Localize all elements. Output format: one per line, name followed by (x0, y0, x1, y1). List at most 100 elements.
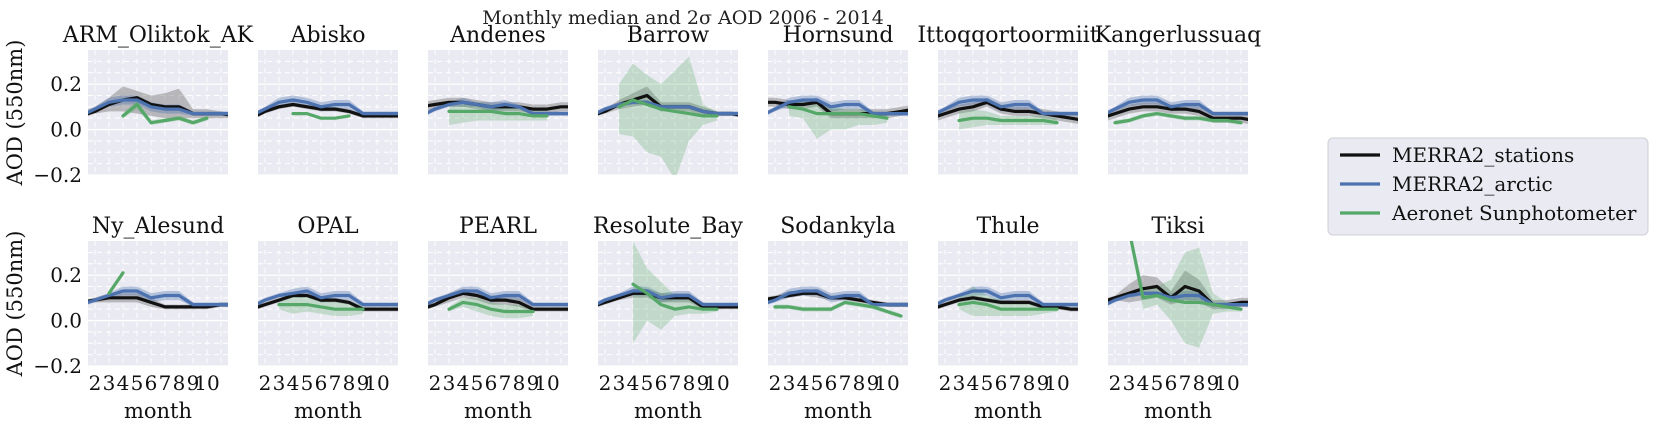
y-tick-label: 0.2 (50, 263, 82, 287)
series-line-aeronet-sunphotometer (121, 102, 209, 125)
panel-hornsund: Hornsund (768, 23, 908, 176)
y-tick-label: −0.2 (33, 354, 82, 378)
x-tick-label: 7 (1009, 371, 1022, 395)
series-line-aeronet-sunphotometer (1113, 111, 1243, 125)
series-line-merra2-arctic (598, 289, 738, 307)
series-line-aeronet-sunphotometer (447, 109, 549, 118)
panel-data (938, 95, 1078, 130)
panel-title: OPAL (297, 214, 359, 239)
band-aeronet-sunphotometer (775, 300, 901, 319)
series-line-merra2-arctic (938, 289, 1078, 307)
panel-andenes: Andenes (428, 23, 568, 176)
series-line-aeronet-sunphotometer (957, 116, 1059, 125)
series-line-aeronet-sunphotometer (447, 300, 535, 314)
x-tick-label: 9 (357, 371, 370, 395)
y-tick-label: 0.2 (50, 72, 82, 96)
x-tick-label: 9 (1207, 371, 1220, 395)
x-tick-label: 7 (1179, 371, 1192, 395)
x-tick-label: 8 (683, 371, 696, 395)
y-axis-label: AOD (550nm) (3, 40, 27, 187)
series-line-merra2-stations (428, 291, 568, 311)
series-line-merra2-arctic (88, 98, 228, 116)
x-tick-label: 2 (259, 371, 272, 395)
series-line-aeronet-sunphotometer (1129, 241, 1243, 311)
y-tick-label: 0.0 (50, 118, 82, 142)
panel-title: Kangerlussuaq (1095, 23, 1262, 48)
x-tick-label: 6 (655, 371, 668, 395)
x-tick-label: 10 (874, 371, 899, 395)
panel-data (1108, 95, 1248, 125)
panel-data (428, 286, 568, 319)
panel-title: ARM_Oliktok_AK (62, 23, 254, 48)
x-tick-label: 6 (315, 371, 328, 395)
x-tick-label: 10 (1214, 371, 1239, 395)
x-tick-label: 6 (1165, 371, 1178, 395)
x-tick-label: 2 (1109, 371, 1122, 395)
x-tick-label: 5 (1151, 371, 1164, 395)
x-tick-label: 10 (534, 371, 559, 395)
x-tick-label: 4 (1137, 371, 1150, 395)
panel-title: Andenes (449, 23, 546, 48)
panel-title: Ittoqqortoormiit (917, 23, 1098, 48)
series-line-merra2-arctic (598, 100, 738, 116)
x-tick-label: 3 (613, 371, 626, 395)
x-tick-label: 10 (704, 371, 729, 395)
series-line-aeronet-sunphotometer (787, 105, 889, 120)
x-axis-label: month (1144, 399, 1212, 423)
y-tick-label: −0.2 (33, 163, 82, 187)
x-axis-label: month (294, 399, 362, 423)
x-tick-label: 3 (103, 371, 116, 395)
x-tick-label: 5 (641, 371, 654, 395)
x-tick-label: 5 (981, 371, 994, 395)
series-line-aeronet-sunphotometer (107, 271, 125, 295)
legend: MERRA2_stations MERRA2_arctic Aeronet Sunp… (1327, 137, 1649, 236)
panel-data (1108, 241, 1248, 348)
x-tick-label: 10 (194, 371, 219, 395)
series-line-merra2-stations (1108, 105, 1248, 121)
series-line-aeronet-sunphotometer (277, 303, 365, 311)
panel-kangerlussuaq: Kangerlussuaq (1095, 23, 1262, 176)
series-line-merra2-arctic (88, 289, 228, 307)
x-tick-label: 7 (159, 371, 172, 395)
x-tick-label: 8 (343, 371, 356, 395)
x-tick-label: 5 (301, 371, 314, 395)
x-tick-label: 8 (1193, 371, 1206, 395)
panel-ny-alesund: Ny_Alesund −0.2 0.0 0.2 AOD (550nm) 2 3 4 5 6 7 8 91… (3, 214, 228, 423)
band-aeronet-sunphotometer (123, 100, 207, 125)
x-tick-label: 3 (953, 371, 966, 395)
panel-data (428, 97, 568, 125)
series-line-merra2-arctic (1108, 98, 1248, 116)
series-line-merra2-arctic (768, 289, 908, 307)
series-line-merra2-stations (258, 293, 398, 311)
x-tick-label: 4 (797, 371, 810, 395)
panel-data (88, 270, 228, 310)
x-axis-label: month (974, 399, 1042, 423)
panel-data (938, 286, 1078, 316)
x-tick-label: 4 (967, 371, 980, 395)
x-tick-label: 5 (471, 371, 484, 395)
series-line-merra2-stations (938, 100, 1078, 121)
x-tick-label: 6 (825, 371, 838, 395)
panel-data (768, 286, 908, 319)
legend-frame (1327, 137, 1649, 236)
panel-title: PEARL (459, 214, 537, 239)
panel-ittoqqortoormiit: Ittoqqortoormiit (917, 23, 1099, 176)
band-merra2-stations (258, 293, 398, 312)
panel-abisko: Abisko (258, 23, 398, 176)
x-tick-label: 5 (811, 371, 824, 395)
band-aeronet-sunphotometer (633, 241, 717, 344)
x-tick-label: 2 (939, 371, 952, 395)
band-aeronet-sunphotometer (789, 100, 887, 139)
x-tick-label: 2 (89, 371, 102, 395)
x-tick-label: 8 (513, 371, 526, 395)
x-tick-label: 8 (853, 371, 866, 395)
panel-title: Barrow (627, 23, 710, 48)
series-line-merra2-arctic (258, 289, 398, 307)
x-tick-label: 3 (273, 371, 286, 395)
x-tick-label: 7 (499, 371, 512, 395)
